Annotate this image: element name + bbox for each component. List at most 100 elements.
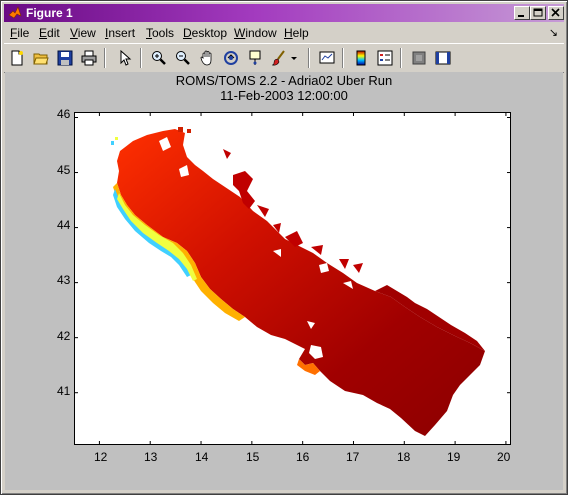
- show-plot-tools-icon: [435, 51, 451, 65]
- x-tick-label: 14: [195, 450, 209, 464]
- menu-desktop[interactable]: Desktop: [183, 26, 227, 40]
- y-tick-label: 44: [57, 218, 71, 232]
- menu-help-label: elp: [292, 26, 309, 40]
- title-bar[interactable]: Figure 1: [4, 4, 564, 22]
- colorbar-icon: [356, 50, 366, 66]
- link-plot-icon: [319, 51, 335, 64]
- hide-plot-tools-button[interactable]: [408, 47, 430, 69]
- data-cursor-icon: [249, 50, 261, 65]
- gargano-coast: [297, 359, 320, 375]
- insert-legend-button[interactable]: [374, 47, 396, 69]
- maximize-icon: [533, 8, 543, 17]
- menu-file-mnemonic: F: [10, 26, 18, 40]
- x-tick-label: 15: [246, 450, 260, 464]
- link-plot-button[interactable]: [316, 47, 338, 69]
- x-tick-label: 19: [447, 450, 461, 464]
- x-tick-label: 16: [296, 450, 310, 464]
- plot-title-line-2: 11-Feb-2003 12:00:00: [220, 88, 348, 103]
- gargano-notch: [309, 345, 323, 359]
- rotate-3d-icon: [224, 51, 238, 65]
- y-tick-label: 45: [57, 163, 71, 177]
- menu-view[interactable]: View: [70, 26, 96, 40]
- menu-bar: File Edit View Insert Tools Desktop Wind…: [4, 23, 564, 42]
- x-tick-label: 13: [144, 450, 158, 464]
- maximize-button[interactable]: [530, 6, 546, 20]
- show-plot-tools-button[interactable]: [432, 47, 454, 69]
- figure-toolbar: [4, 43, 564, 73]
- coastal-speck: [111, 141, 114, 145]
- zoom-out-button[interactable]: [172, 47, 194, 69]
- menu-view-mnemonic: V: [70, 26, 78, 40]
- menu-desktop-mnemonic: D: [183, 26, 192, 40]
- open-folder-icon: [33, 53, 49, 65]
- toolbar-separator: [140, 48, 142, 68]
- island: [178, 127, 183, 132]
- menu-desktop-label: esktop: [191, 26, 228, 40]
- menu-window[interactable]: Window: [234, 26, 277, 40]
- close-button[interactable]: [548, 6, 564, 20]
- menu-edit-label: dit: [47, 26, 60, 40]
- menu-insert[interactable]: Insert: [105, 26, 135, 40]
- toolbar-separator: [308, 48, 310, 68]
- chevron-down-icon: [291, 57, 297, 60]
- print-button[interactable]: [78, 47, 100, 69]
- new-file-icon: [11, 50, 23, 66]
- minimize-button[interactable]: [514, 6, 530, 20]
- hide-plot-tools-icon: [412, 51, 426, 65]
- edit-plot-button[interactable]: [114, 47, 136, 69]
- zoom-in-button[interactable]: [148, 47, 170, 69]
- menu-tools[interactable]: Tools: [146, 26, 174, 40]
- window-title: Figure 1: [26, 6, 73, 20]
- sea-region: [117, 129, 485, 436]
- print-icon: [81, 50, 97, 66]
- open-file-button[interactable]: [30, 47, 52, 69]
- menu-window-mnemonic: W: [234, 26, 246, 40]
- menu-insert-mnemonic: I: [105, 26, 109, 40]
- data-cursor-button[interactable]: [244, 47, 266, 69]
- adriatic-heatmap: [111, 127, 485, 436]
- toolbar-separator: [400, 48, 402, 68]
- menu-tools-label: ools: [152, 26, 175, 40]
- y-tick-label: 46: [57, 107, 71, 121]
- menu-window-label: indow: [245, 26, 277, 40]
- menu-view-label: iew: [77, 26, 96, 40]
- island: [187, 129, 191, 133]
- menu-edit-mnemonic: E: [39, 26, 48, 40]
- brush-icon: [271, 50, 285, 66]
- menu-help-mnemonic: H: [284, 26, 293, 40]
- coastal-band-cyan: [113, 189, 191, 277]
- save-button[interactable]: [54, 47, 76, 69]
- y-tick-label: 41: [57, 384, 71, 398]
- x-tick-label: 20: [497, 450, 511, 464]
- y-tick-label: 43: [57, 273, 71, 287]
- matlab-logo-icon: [8, 6, 22, 19]
- brush-dropdown-button[interactable]: [288, 47, 300, 69]
- close-icon: [551, 8, 560, 17]
- rotate-3d-button[interactable]: [220, 47, 242, 69]
- plot-axes[interactable]: [74, 112, 511, 445]
- insert-colorbar-button[interactable]: [350, 47, 372, 69]
- menu-insert-label: nsert: [108, 26, 136, 40]
- legend-icon: [377, 50, 393, 66]
- menu-file[interactable]: File: [10, 26, 29, 40]
- dock-arrow-icon[interactable]: ↘: [548, 26, 558, 39]
- menu-help[interactable]: Help: [284, 26, 309, 40]
- save-icon: [57, 50, 73, 66]
- zoom-out-icon: [176, 51, 190, 65]
- pan-button[interactable]: [196, 47, 218, 69]
- minimize-icon: [518, 15, 524, 17]
- x-tick-label: 17: [346, 450, 360, 464]
- pointer-icon: [120, 50, 132, 66]
- y-tick-label: 42: [57, 329, 71, 343]
- coastal-speck: [115, 137, 118, 140]
- menu-tools-mnemonic: T: [146, 26, 152, 40]
- east-coast-jag: [375, 285, 485, 351]
- brush-button[interactable]: [268, 47, 290, 69]
- pan-hand-icon: [200, 50, 212, 66]
- coastal-band-yellow: [117, 193, 197, 281]
- plot-title-line-1: ROMS/TOMS 2.2 - Adria02 Uber Run: [175, 73, 393, 88]
- x-tick-label: 18: [397, 450, 411, 464]
- menu-edit[interactable]: Edit: [39, 26, 60, 40]
- zoom-in-icon: [152, 51, 166, 65]
- new-figure-button[interactable]: [6, 47, 28, 69]
